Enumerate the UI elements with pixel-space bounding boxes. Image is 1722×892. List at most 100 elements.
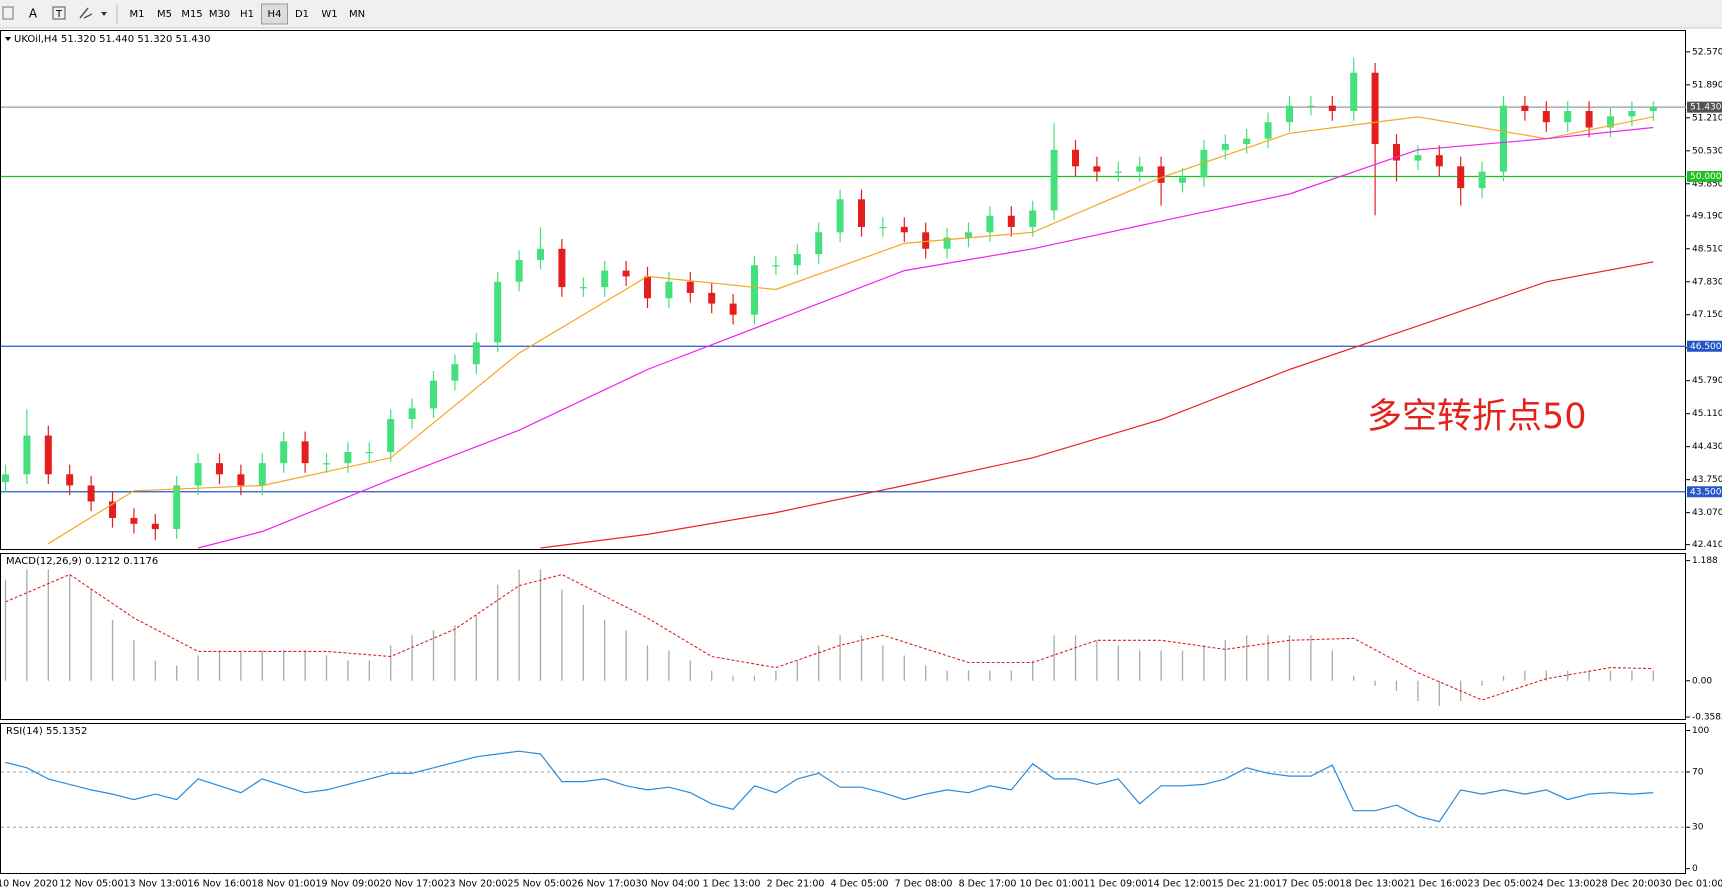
candle-body <box>900 226 908 233</box>
candle-body <box>1136 166 1144 172</box>
dropdown-arrow[interactable] <box>101 12 107 16</box>
x-tick-label: 18 Nov 01:00 <box>251 879 315 890</box>
candle-body <box>1478 171 1486 189</box>
candle-body <box>1221 144 1229 150</box>
level-label-box <box>1687 101 1722 113</box>
timeframe-button[interactable] <box>179 4 205 24</box>
level-label: 46.500 <box>1690 342 1722 352</box>
x-tick-label: 2 Dec 21:00 <box>767 879 825 890</box>
candle-body <box>965 232 972 238</box>
y-tick-label: 50.530 <box>1692 146 1722 156</box>
timeframe-label[interactable]: H4 <box>268 9 282 20</box>
candle-body <box>280 441 288 464</box>
timeframe-button[interactable] <box>206 4 233 24</box>
x-tick-label: 25 Nov 05:00 <box>507 879 571 890</box>
candle-body <box>751 265 758 315</box>
x-tick-label: 8 Dec 17:00 <box>959 879 1017 890</box>
candle-body <box>1179 177 1186 183</box>
toolbar-icon[interactable] <box>2 6 14 20</box>
candle-body <box>579 287 587 289</box>
y-tick-label: 1.188 <box>1692 556 1718 566</box>
y-tick-label: 100 <box>1692 726 1709 736</box>
candle-body <box>1628 111 1636 117</box>
candle-body <box>1435 155 1443 167</box>
timeframe-label[interactable]: H1 <box>240 9 254 20</box>
candle-body <box>451 364 459 381</box>
x-tick-label: 17 Dec 05:00 <box>1276 879 1340 890</box>
y-tick-label: 49.850 <box>1692 179 1722 189</box>
x-tick-label: 24 Dec 13:00 <box>1532 879 1596 890</box>
y-tick-label: -0.3582 <box>1692 712 1722 722</box>
moving-average <box>47 116 1654 545</box>
candle-body <box>644 276 651 299</box>
candle-body <box>323 463 330 465</box>
candle-body <box>1072 149 1079 167</box>
candle-body <box>665 281 673 299</box>
candle-body <box>1542 111 1550 123</box>
timeframe-button[interactable] <box>124 4 150 24</box>
candle-body <box>986 215 994 233</box>
level-label-box <box>1687 340 1722 352</box>
x-tick-label: 10 Nov 2020 <box>0 879 58 890</box>
level-label-box <box>1687 171 1722 183</box>
x-tick-label: 21 Dec 16:00 <box>1404 879 1468 890</box>
x-tick-label: 15 Dec 21:00 <box>1212 879 1276 890</box>
text-tool[interactable]: A <box>29 7 38 21</box>
timeframe-button[interactable] <box>151 4 178 24</box>
candle-body <box>472 342 480 365</box>
timeframe-button[interactable] <box>261 3 288 25</box>
candle-body <box>1457 166 1465 189</box>
timeframe-label[interactable]: D1 <box>295 9 309 20</box>
timeframe-label[interactable]: M1 <box>130 9 145 20</box>
y-tick-label: 70 <box>1692 767 1704 777</box>
arrow-tool-icon[interactable] <box>79 7 93 19</box>
chart-header: UKOil,H4 51.320 51.440 51.320 51.430 <box>14 34 211 45</box>
candle-body <box>1200 149 1208 178</box>
candle-body <box>1649 107 1657 112</box>
candle-body <box>216 463 223 475</box>
candle-body <box>1371 72 1379 145</box>
moving-average <box>197 126 1654 549</box>
timeframe-label[interactable]: M5 <box>157 9 172 20</box>
timeframe-label[interactable]: M30 <box>209 9 230 20</box>
candle-body <box>879 226 887 229</box>
macd-panel-frame <box>0 553 1686 720</box>
x-tick-label: 19 Nov 09:00 <box>315 879 379 890</box>
rsi-panel-frame <box>0 723 1686 874</box>
candle-body <box>515 259 523 282</box>
y-tick-label: 51.210 <box>1692 113 1722 123</box>
timeframe-button[interactable] <box>344 4 370 24</box>
y-tick-label: 0.00 <box>1692 676 1712 686</box>
y-tick-label: 44.430 <box>1692 442 1722 452</box>
x-tick-label: 30 Dec 01:00 <box>1660 879 1722 890</box>
y-tick-label: 47.150 <box>1692 310 1722 320</box>
candle-body <box>258 463 266 486</box>
timeframe-label[interactable]: MN <box>349 9 365 20</box>
candle-body <box>537 248 544 260</box>
annotation: 多空转折点50 <box>1367 397 1587 437</box>
level-label-box <box>1687 486 1722 498</box>
candle-body <box>2 474 9 483</box>
candle-body <box>1328 105 1336 112</box>
timeframe-button[interactable] <box>316 4 343 24</box>
candle-body <box>836 199 844 233</box>
candle-body <box>1050 149 1058 211</box>
x-tick-label: 18 Dec 13:00 <box>1340 879 1404 890</box>
timeframe-label[interactable]: M15 <box>181 9 202 20</box>
candle-body <box>686 281 694 293</box>
price-panel-frame <box>0 30 1686 550</box>
symbol-menu-arrow[interactable] <box>5 37 11 41</box>
y-tick-label: 43.070 <box>1692 508 1722 518</box>
y-tick-label: 49.190 <box>1692 211 1722 221</box>
label-tool-icon[interactable] <box>52 6 66 20</box>
candle-body <box>1500 105 1507 172</box>
candle-body <box>66 474 74 486</box>
timeframe-button[interactable] <box>234 4 260 24</box>
x-tick-label: 4 Dec 05:00 <box>831 879 889 890</box>
timeframe-label[interactable]: W1 <box>321 9 337 20</box>
timeframe-button[interactable] <box>289 4 315 24</box>
candle-body <box>130 517 138 524</box>
candle-body <box>1350 72 1358 112</box>
